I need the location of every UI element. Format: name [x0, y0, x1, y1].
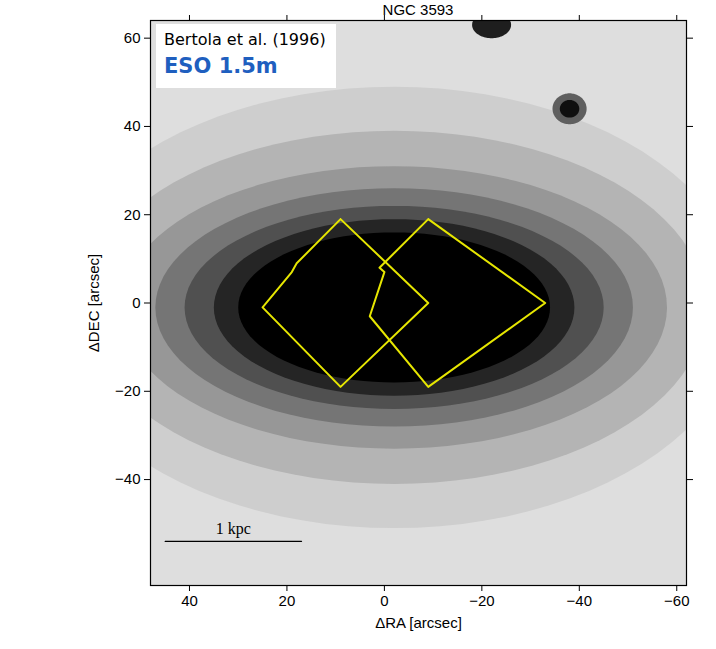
svg-text:ΔDEC [arcsec]: ΔDEC [arcsec] — [85, 254, 102, 352]
svg-text:−20: −20 — [469, 592, 494, 609]
svg-text:60: 60 — [124, 29, 141, 46]
html-text:Bertola et al. (1996): Bertola et al. (1996) — [164, 30, 326, 49]
svg-text:20: 20 — [124, 206, 141, 223]
svg-text:ΔRA [arcsec]: ΔRA [arcsec] — [375, 614, 462, 631]
svg-text:40: 40 — [124, 117, 141, 134]
svg-text:−60: −60 — [664, 592, 689, 609]
svg-text:−40: −40 — [567, 592, 592, 609]
svg-text:−20: −20 — [115, 382, 140, 399]
html-text:ESO 1.5m: ESO 1.5m — [164, 54, 278, 79]
svg-text:−40: −40 — [115, 470, 140, 487]
html-text:NGC 3593: NGC 3593 — [382, 1, 454, 18]
svg-text:1 kpc: 1 kpc — [216, 520, 251, 538]
svg-text:40: 40 — [181, 592, 198, 609]
svg-text:0: 0 — [132, 294, 140, 311]
svg-text:0: 0 — [380, 592, 388, 609]
svg-text:20: 20 — [279, 592, 296, 609]
